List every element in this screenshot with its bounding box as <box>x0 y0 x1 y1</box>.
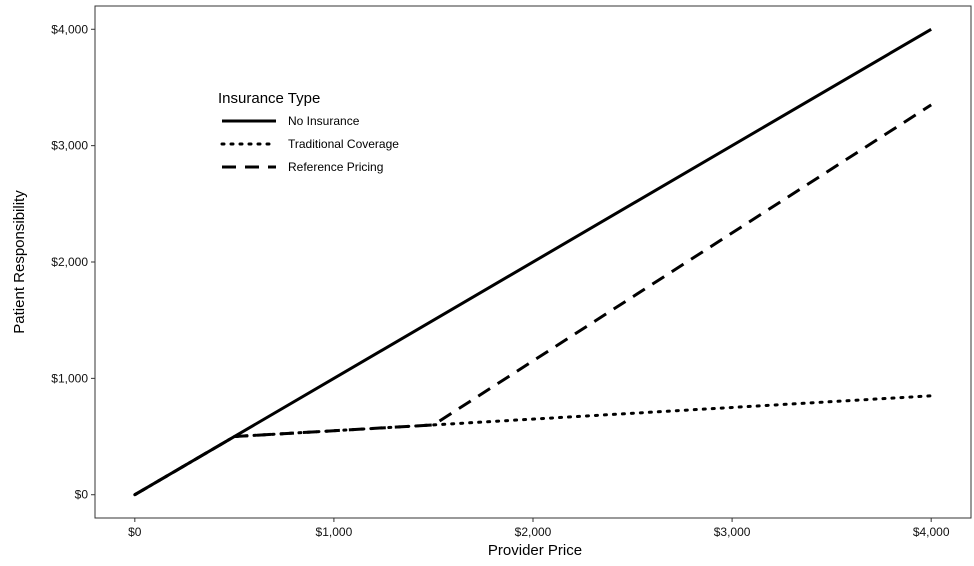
y-tick-label: $4,000 <box>51 22 88 36</box>
y-tick-label: $0 <box>75 488 89 502</box>
y-tick-label: $2,000 <box>51 255 88 269</box>
legend-label-reference-pricing: Reference Pricing <box>288 160 383 174</box>
axis-ticks: $0 $1,000 $2,000 $3,000 $4,000 $0 $1,000 $2,000… <box>51 22 950 539</box>
x-tick-label: $1,000 <box>316 525 353 539</box>
legend-label-no-insurance: No Insurance <box>288 114 360 128</box>
y-axis-title: Patient Responsibility <box>11 190 28 334</box>
x-axis-title: Provider Price <box>488 542 582 559</box>
series-line-traditional-coverage <box>133 394 933 497</box>
legend-label-traditional-coverage: Traditional Coverage <box>288 137 399 151</box>
legend-title: Insurance Type <box>218 90 320 107</box>
legend: Insurance Type No Insurance Traditional C… <box>218 90 399 174</box>
x-tick-label: $3,000 <box>714 525 751 539</box>
x-tick-label: $4,000 <box>913 525 950 539</box>
y-tick-label: $3,000 <box>51 139 88 153</box>
series-line-no-insurance <box>134 27 932 497</box>
series-lines <box>133 27 933 497</box>
series-line-reference-pricing <box>134 103 932 497</box>
y-tick-label: $1,000 <box>51 371 88 385</box>
x-tick-label: $2,000 <box>515 525 552 539</box>
x-tick-label: $0 <box>128 525 142 539</box>
